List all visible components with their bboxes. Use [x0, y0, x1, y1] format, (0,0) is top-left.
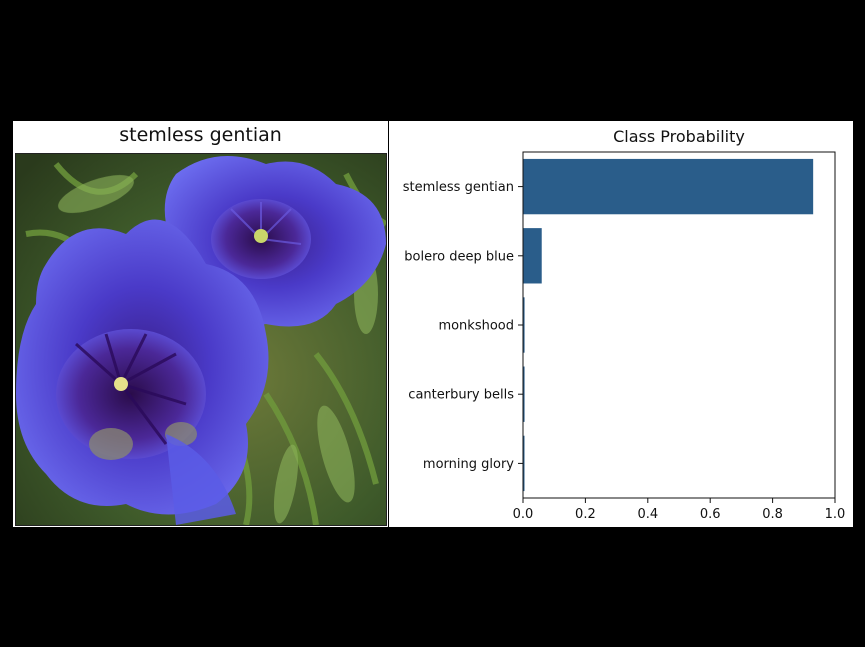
x-tick-label-3: 0.6 — [700, 507, 721, 522]
axes-frame — [522, 151, 836, 499]
y-tick-label-3: canterbury bells — [408, 388, 514, 403]
bar-0 — [523, 158, 814, 215]
y-tick-label-2: monkshood — [438, 319, 514, 334]
bar-4 — [523, 435, 525, 492]
bar-1 — [523, 228, 542, 284]
x-tick-label-2: 0.4 — [637, 507, 658, 522]
image-panel: stemless gentian — [13, 121, 388, 527]
bar-2 — [523, 297, 525, 353]
y-tick-label-4: morning glory — [423, 457, 514, 472]
x-tick-label-1: 0.2 — [575, 507, 596, 522]
y-tick-label-0: stemless gentian — [403, 180, 514, 195]
flower-illustration — [16, 154, 386, 525]
bars-group — [523, 158, 814, 492]
chart-title: Class Probability — [613, 127, 745, 146]
image-title: stemless gentian — [119, 124, 282, 146]
x-tick-label-5: 1.0 — [825, 507, 846, 522]
x-tick-label-0: 0.0 — [513, 507, 534, 522]
class-probability-chart: Class Probability stemless gentian bolero… — [403, 127, 846, 522]
x-axis: 0.0 0.2 0.4 0.6 0.8 1.0 — [513, 498, 846, 522]
y-tick-label-1: bolero deep blue — [404, 249, 514, 264]
y-axis: stemless gentian bolero deep blue monkshoo… — [403, 180, 523, 472]
bar-3 — [523, 366, 525, 422]
chart-panel: Class Probability stemless gentian bolero… — [389, 121, 853, 527]
x-tick-label-4: 0.8 — [762, 507, 783, 522]
flower-image — [15, 153, 387, 526]
